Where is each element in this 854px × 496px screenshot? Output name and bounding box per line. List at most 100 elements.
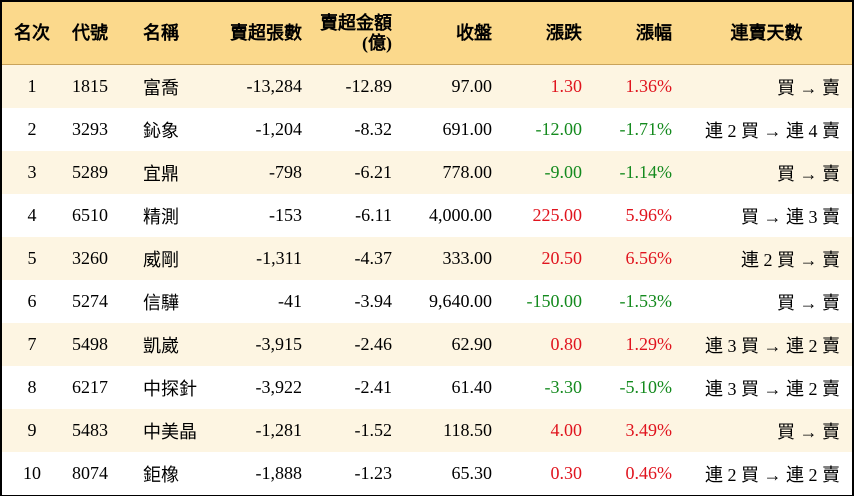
header-cell: 名稱 — [135, 2, 220, 65]
table-cell: 凱崴 — [135, 323, 220, 366]
header-cell: 漲跌 — [500, 2, 590, 65]
table-row: 3 5289 宜鼎 -798 -6.21 778.00 -9.00 -1.14% 買 → 賣 — [2, 151, 852, 194]
table-cell: 連 2 買 → 連 2 賣 — [680, 452, 852, 495]
table-cell: -1.71% — [590, 108, 680, 151]
table-cell: 4,000.00 — [400, 194, 500, 237]
table-cell: -1,281 — [220, 409, 310, 452]
table-cell: -6.11 — [310, 194, 400, 237]
table-cell: 3260 — [62, 237, 135, 280]
table-cell: -4.37 — [310, 237, 400, 280]
table-cell: -1,311 — [220, 237, 310, 280]
table-cell: -3,915 — [220, 323, 310, 366]
table-cell: 鈊象 — [135, 108, 220, 151]
table-cell: 62.90 — [400, 323, 500, 366]
table-cell: 連 3 買 → 連 2 賣 — [680, 323, 852, 366]
table-cell: -1.14% — [590, 151, 680, 194]
table-cell: 0.80 — [500, 323, 590, 366]
table-row: 7 5498 凱崴 -3,915 -2.46 62.90 0.80 1.29% 連 3 買 → … — [2, 323, 852, 366]
table-cell: 5274 — [62, 280, 135, 323]
header-cell: 賣超張數 — [220, 2, 310, 65]
table-cell: 0.30 — [500, 452, 590, 495]
table-cell: 6.56% — [590, 237, 680, 280]
table-row: 1 1815 富喬 -13,284 -12.89 97.00 1.30 1.36% 買 → 賣 — [2, 64, 852, 108]
table-cell: 20.50 — [500, 237, 590, 280]
table-row: 10 8074 鉅橡 -1,888 -1.23 65.30 0.30 0.46% 連 2 買 →… — [2, 452, 852, 495]
table-cell: -1.23 — [310, 452, 400, 495]
table-cell: 61.40 — [400, 366, 500, 409]
table-cell: 中探針 — [135, 366, 220, 409]
table-cell: 333.00 — [400, 237, 500, 280]
table-cell: -153 — [220, 194, 310, 237]
table-cell: -6.21 — [310, 151, 400, 194]
table-cell: -798 — [220, 151, 310, 194]
table-cell: 8 — [2, 366, 62, 409]
table-cell: 225.00 — [500, 194, 590, 237]
table-cell: 3 — [2, 151, 62, 194]
table-cell: -3,922 — [220, 366, 310, 409]
table-cell: 精測 — [135, 194, 220, 237]
table-row: 4 6510 精測 -153 -6.11 4,000.00 225.00 5.96% 買 → 連… — [2, 194, 852, 237]
table-cell: -41 — [220, 280, 310, 323]
table-cell: -2.41 — [310, 366, 400, 409]
table-row: 2 3293 鈊象 -1,204 -8.32 691.00 -12.00 -1.71% 連 2 … — [2, 108, 852, 151]
table-cell: 宜鼎 — [135, 151, 220, 194]
table-cell: 1 — [2, 64, 62, 108]
table-cell: -8.32 — [310, 108, 400, 151]
table-cell: 97.00 — [400, 64, 500, 108]
table-cell: 9 — [2, 409, 62, 452]
table-cell: 富喬 — [135, 64, 220, 108]
table-cell: 8074 — [62, 452, 135, 495]
table-cell: 1.30 — [500, 64, 590, 108]
table-cell: -12.89 — [310, 64, 400, 108]
table-cell: 10 — [2, 452, 62, 495]
table-cell: 3293 — [62, 108, 135, 151]
table-cell: 買 → 賣 — [680, 280, 852, 323]
table-cell: 4.00 — [500, 409, 590, 452]
table-cell: 買 → 賣 — [680, 151, 852, 194]
table-cell: 1.29% — [590, 323, 680, 366]
table-cell: -9.00 — [500, 151, 590, 194]
table-cell: -1,888 — [220, 452, 310, 495]
table-cell: 買 → 賣 — [680, 409, 852, 452]
table-cell: 0.46% — [590, 452, 680, 495]
header-cell: 漲幅 — [590, 2, 680, 65]
table-cell: 連 3 買 → 連 2 賣 — [680, 366, 852, 409]
table-row: 5 3260 威剛 -1,311 -4.37 333.00 20.50 6.56% 連 2 買 … — [2, 237, 852, 280]
table-cell: -150.00 — [500, 280, 590, 323]
table-cell: 信驊 — [135, 280, 220, 323]
table-cell: 2 — [2, 108, 62, 151]
table-cell: 買 → 連 3 賣 — [680, 194, 852, 237]
table-cell: 1.36% — [590, 64, 680, 108]
header-cell: 連賣天數 — [680, 2, 852, 65]
table-cell: 買 → 賣 — [680, 64, 852, 108]
table-cell: 5289 — [62, 151, 135, 194]
table-cell: -3.30 — [500, 366, 590, 409]
header-cell: 賣超金額 (億) — [310, 2, 400, 65]
table-cell: 118.50 — [400, 409, 500, 452]
table-cell: 1815 — [62, 64, 135, 108]
table-cell: 6 — [2, 280, 62, 323]
table-row: 8 6217 中探針 -3,922 -2.41 61.40 -3.30 -5.10% 連 3 買… — [2, 366, 852, 409]
table-cell: -12.00 — [500, 108, 590, 151]
header-cell: 名次 — [2, 2, 62, 65]
table-cell: 778.00 — [400, 151, 500, 194]
table-cell: 連 2 買 → 連 4 賣 — [680, 108, 852, 151]
table-cell: 9,640.00 — [400, 280, 500, 323]
table-cell: -1,204 — [220, 108, 310, 151]
table-row: 9 5483 中美晶 -1,281 -1.52 118.50 4.00 3.49% 買 → 賣 — [2, 409, 852, 452]
table-cell: 威剛 — [135, 237, 220, 280]
table-cell: 中美晶 — [135, 409, 220, 452]
table-cell: 5 — [2, 237, 62, 280]
table-cell: 鉅橡 — [135, 452, 220, 495]
table-cell: -2.46 — [310, 323, 400, 366]
table-cell: 3.49% — [590, 409, 680, 452]
table-cell: -3.94 — [310, 280, 400, 323]
table-cell: 691.00 — [400, 108, 500, 151]
table-cell: 連 2 買 → 賣 — [680, 237, 852, 280]
table-cell: -5.10% — [590, 366, 680, 409]
header-cell: 收盤 — [400, 2, 500, 65]
table-cell: 6510 — [62, 194, 135, 237]
table-cell: -1.52 — [310, 409, 400, 452]
